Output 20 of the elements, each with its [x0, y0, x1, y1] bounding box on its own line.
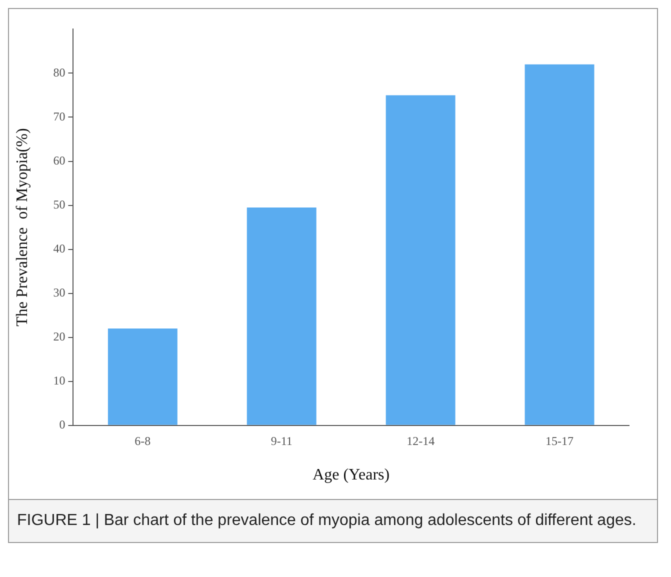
y-tick-label: 80 [53, 65, 66, 80]
bar [524, 64, 594, 425]
y-tick-label: 70 [53, 109, 66, 124]
x-tick-label: 15-17 [546, 434, 574, 448]
x-tick-label: 12-14 [406, 434, 435, 448]
bar [246, 207, 316, 425]
y-tick-label: 10 [53, 374, 66, 388]
y-tick-label: 20 [53, 330, 66, 344]
y-tick-label: 40 [53, 241, 66, 256]
x-tick-label: 6-8 [134, 434, 151, 448]
y-axis-title: The Prevalence of Myopia(%) [14, 128, 31, 326]
y-tick-label: 0 [59, 418, 66, 432]
x-tick-label: 9-11 [270, 434, 292, 448]
bar [386, 95, 456, 425]
x-axis-title: Age (Years) [312, 466, 390, 484]
y-tick-label: 30 [53, 285, 66, 300]
caption: FIGURE 1 | Bar chart of the prevalence of myopia among adolescents of different ages. [17, 511, 638, 531]
y-tick-label: 60 [53, 153, 66, 168]
y-tick-label: 50 [53, 197, 66, 212]
bar [108, 328, 178, 425]
